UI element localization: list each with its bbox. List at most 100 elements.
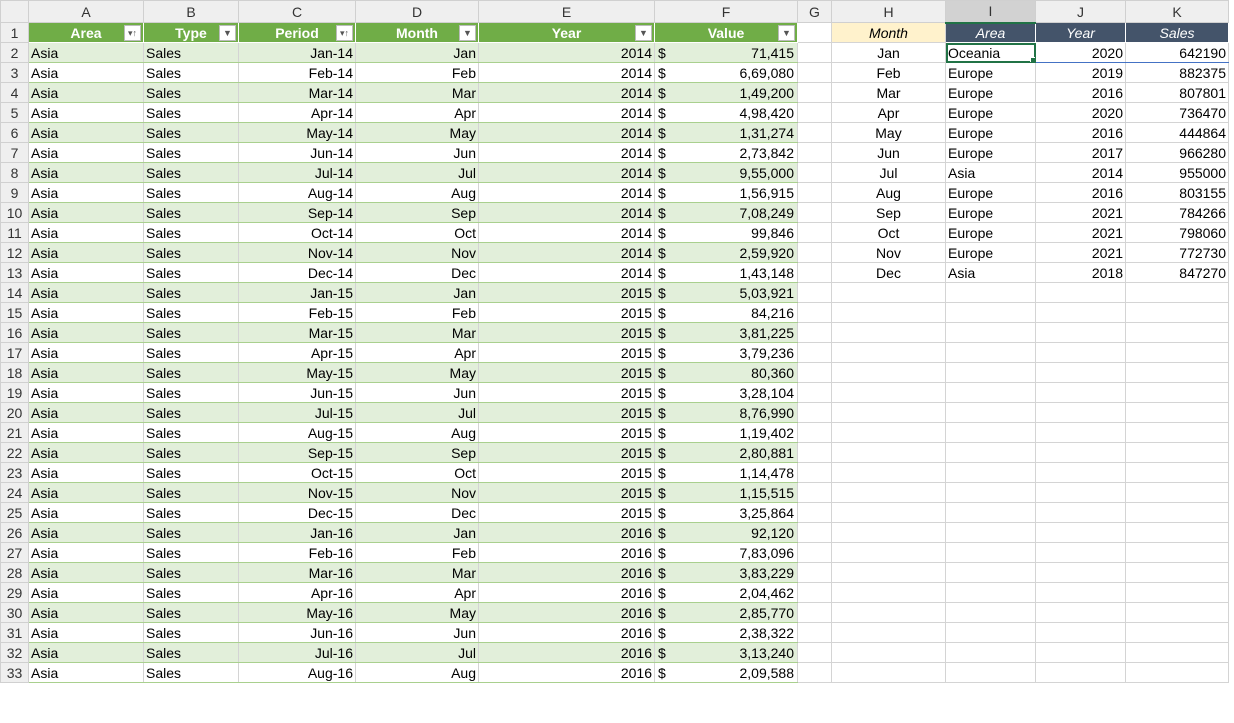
empty-cell[interactable] <box>1035 462 1126 483</box>
cell-G25[interactable] <box>797 502 832 523</box>
cell-year[interactable]: 2015 <box>478 342 655 363</box>
lookup-cell-month[interactable]: Apr <box>831 102 946 123</box>
empty-cell[interactable] <box>945 442 1036 463</box>
lookup-cell-year[interactable]: 2016 <box>1035 82 1126 103</box>
cell-value[interactable]: $2,09,588 <box>654 662 798 683</box>
empty-cell[interactable] <box>1035 362 1126 383</box>
cell-value[interactable]: $1,31,274 <box>654 122 798 143</box>
cell-year[interactable]: 2016 <box>478 582 655 603</box>
cell-type[interactable]: Sales <box>143 642 239 663</box>
cell-G11[interactable] <box>797 222 832 243</box>
cell-G2[interactable] <box>797 42 832 63</box>
cell-year[interactable]: 2014 <box>478 182 655 203</box>
lookup-cell-sales[interactable]: 955000 <box>1125 162 1229 183</box>
empty-cell[interactable] <box>945 562 1036 583</box>
column-header-C[interactable]: C <box>238 0 356 23</box>
cell-value[interactable]: $3,28,104 <box>654 382 798 403</box>
cell-type[interactable]: Sales <box>143 222 239 243</box>
cell-value[interactable]: $92,120 <box>654 522 798 543</box>
lookup-cell-sales[interactable]: 807801 <box>1125 82 1229 103</box>
cell-area[interactable]: Asia <box>28 202 144 223</box>
cell-year[interactable]: 2014 <box>478 162 655 183</box>
cell-type[interactable]: Sales <box>143 482 239 503</box>
cell-area[interactable]: Asia <box>28 442 144 463</box>
empty-cell[interactable] <box>1035 402 1126 423</box>
cell-month[interactable]: Aug <box>355 422 479 443</box>
cell-year[interactable]: 2014 <box>478 102 655 123</box>
lookup-cell-month[interactable]: Oct <box>831 222 946 243</box>
column-header-E[interactable]: E <box>478 0 655 23</box>
empty-cell[interactable] <box>1035 322 1126 343</box>
lookup-cell-area[interactable]: Europe <box>945 142 1036 163</box>
row-header-23[interactable]: 23 <box>0 462 29 483</box>
empty-cell[interactable] <box>945 282 1036 303</box>
cell-value[interactable]: $2,38,322 <box>654 622 798 643</box>
cell-type[interactable]: Sales <box>143 422 239 443</box>
row-header-7[interactable]: 7 <box>0 142 29 163</box>
cell-month[interactable]: Jan <box>355 522 479 543</box>
cell-area[interactable]: Asia <box>28 282 144 303</box>
empty-cell[interactable] <box>1125 302 1229 323</box>
cell-G31[interactable] <box>797 622 832 643</box>
cell-year[interactable]: 2016 <box>478 562 655 583</box>
empty-cell[interactable] <box>1125 642 1229 663</box>
cell-month[interactable]: May <box>355 602 479 623</box>
empty-cell[interactable] <box>1035 382 1126 403</box>
lookup-cell-month[interactable]: Jun <box>831 142 946 163</box>
empty-cell[interactable] <box>1035 622 1126 643</box>
cell-month[interactable]: Apr <box>355 102 479 123</box>
lookup-cell-year[interactable]: 2021 <box>1035 242 1126 263</box>
cell-period[interactable]: Jun-14 <box>238 142 356 163</box>
cell-type[interactable]: Sales <box>143 502 239 523</box>
cell-period[interactable]: Jan-16 <box>238 522 356 543</box>
row-header-18[interactable]: 18 <box>0 362 29 383</box>
lookup-cell-area[interactable]: Europe <box>945 242 1036 263</box>
cell-area[interactable]: Asia <box>28 622 144 643</box>
cell-G26[interactable] <box>797 522 832 543</box>
cell-month[interactable]: Mar <box>355 562 479 583</box>
cell-year[interactable]: 2016 <box>478 622 655 643</box>
lookup-cell-month[interactable]: Mar <box>831 82 946 103</box>
cell-area[interactable]: Asia <box>28 502 144 523</box>
cell-year[interactable]: 2015 <box>478 422 655 443</box>
empty-cell[interactable] <box>945 302 1036 323</box>
empty-cell[interactable] <box>1035 602 1126 623</box>
cell-value[interactable]: $1,43,148 <box>654 262 798 283</box>
cell-month[interactable]: Aug <box>355 182 479 203</box>
lookup-cell-sales[interactable]: 882375 <box>1125 62 1229 83</box>
column-header-K[interactable]: K <box>1125 0 1229 23</box>
cell-value[interactable]: $6,69,080 <box>654 62 798 83</box>
cell-G14[interactable] <box>797 282 832 303</box>
empty-cell[interactable] <box>1125 462 1229 483</box>
lookup-cell-sales[interactable]: 444864 <box>1125 122 1229 143</box>
row-header-4[interactable]: 4 <box>0 82 29 103</box>
empty-cell[interactable] <box>831 602 946 623</box>
empty-cell[interactable] <box>1125 422 1229 443</box>
cell-year[interactable]: 2016 <box>478 542 655 563</box>
lookup-header-area[interactable]: Area <box>945 22 1036 43</box>
cell-type[interactable]: Sales <box>143 562 239 583</box>
lookup-cell-area[interactable]: Europe <box>945 202 1036 223</box>
lookup-cell-month[interactable]: Jul <box>831 162 946 183</box>
lookup-cell-area[interactable]: Europe <box>945 122 1036 143</box>
empty-cell[interactable] <box>945 602 1036 623</box>
cell-G28[interactable] <box>797 562 832 583</box>
cell-type[interactable]: Sales <box>143 62 239 83</box>
cell-type[interactable]: Sales <box>143 322 239 343</box>
empty-cell[interactable] <box>1035 562 1126 583</box>
cell-period[interactable]: Mar-14 <box>238 82 356 103</box>
cell-period[interactable]: Jan-14 <box>238 42 356 63</box>
cell-area[interactable]: Asia <box>28 422 144 443</box>
column-header-J[interactable]: J <box>1035 0 1126 23</box>
cell-type[interactable]: Sales <box>143 42 239 63</box>
lookup-cell-area[interactable]: Asia <box>945 262 1036 283</box>
empty-cell[interactable] <box>1125 282 1229 303</box>
empty-cell[interactable] <box>1035 642 1126 663</box>
cell-type[interactable]: Sales <box>143 182 239 203</box>
cell-value[interactable]: $71,415 <box>654 42 798 63</box>
cell-month[interactable]: Sep <box>355 442 479 463</box>
lookup-cell-year[interactable]: 2018 <box>1035 262 1126 283</box>
cell-G17[interactable] <box>797 342 832 363</box>
lookup-header-sales[interactable]: Sales <box>1125 22 1229 43</box>
cell-year[interactable]: 2014 <box>478 242 655 263</box>
